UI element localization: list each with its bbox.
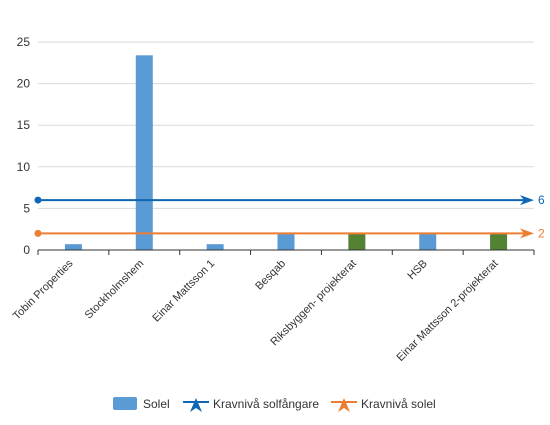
legend-swatch [113,397,137,410]
reference-line-start-marker [34,196,42,204]
bar[interactable] [64,244,82,250]
arrow-icon [190,398,202,412]
legend[interactable]: Solel Kravnivå solfångare Kravnivå solel [113,397,436,412]
bars [64,55,508,251]
bar[interactable] [348,233,366,250]
legend-item[interactable]: Solel [113,397,170,411]
arrow-icon [520,228,534,239]
y-tick-label: 5 [23,201,30,215]
y-tick-label: 15 [17,118,31,132]
bar[interactable] [419,233,437,250]
y-tick-label: 25 [17,35,31,49]
x-axis-ticks: Tobin Properties Stockholmshem Einar Matts… [11,250,535,364]
bar[interactable] [135,55,153,251]
y-tick-label: 10 [17,160,31,174]
y-axis-ticks: 0 5 10 15 20 25 [17,35,31,257]
bar[interactable] [206,244,224,250]
reference-line-start-marker [34,229,42,237]
bar[interactable] [490,233,508,250]
legend-item[interactable]: Kravnivå solel [331,397,436,412]
legend-label: Kravnivå solel [361,397,436,411]
y-tick-label: 20 [17,77,31,91]
legend-label: Kravnivå solfångare [213,397,319,411]
legend-item[interactable]: Kravnivå solfångare [183,397,319,412]
x-tick-label: Einar Mattsson 1 [150,258,217,325]
arrow-icon [520,195,534,206]
bar[interactable] [277,233,295,250]
reference-line-label: 6 [538,193,545,207]
x-tick-label: Besqab [253,258,288,293]
reference-line-label: 2 [538,226,545,240]
reference-line: 2 [34,226,545,240]
legend-label: Solel [143,397,170,411]
grid-lines [38,41,534,209]
y-tick-label: 0 [23,243,30,257]
reference-line: 6 [34,193,545,207]
x-tick-label: Stockholmshem [83,258,147,322]
x-tick-label: Tobin Properties [11,257,76,322]
x-tick-label: HSB [405,258,429,282]
reference-lines: 62 [34,193,545,240]
arrow-icon [338,398,350,412]
